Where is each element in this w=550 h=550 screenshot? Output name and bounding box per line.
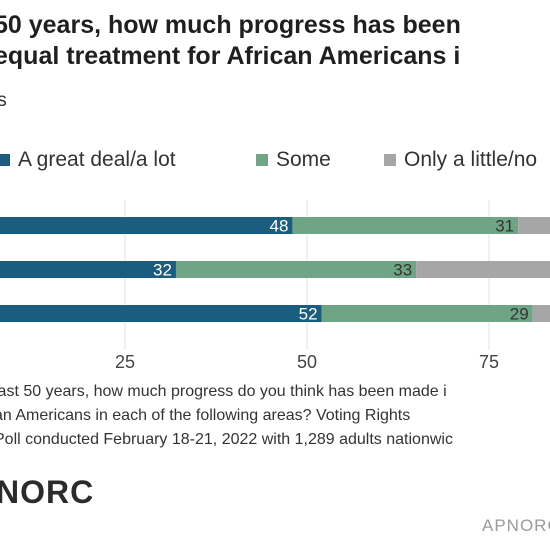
bar-row3-series2	[321, 305, 533, 322]
chart-title-line-2: equal treatment for African Americans i	[0, 42, 461, 70]
bar-row2-series3	[416, 261, 550, 278]
bar-row1-series1	[0, 217, 293, 234]
chart-subtitle: ts	[0, 90, 7, 111]
chart-title: 50 years, how much progress has been equ…	[0, 10, 550, 72]
legend-label-some: Some	[276, 148, 331, 171]
x-tick-label-75: 75	[479, 352, 499, 372]
bar-row3-series3	[532, 305, 550, 322]
chart-title-line-1: 50 years, how much progress has been	[0, 11, 461, 39]
legend-item-great-deal: A great deal/a lot	[0, 148, 176, 172]
data-label-row3-series1: 52	[299, 305, 318, 324]
footnote-line-1: last 50 years, how much progress do you …	[0, 383, 447, 400]
legend-item-some: Some	[256, 148, 331, 172]
data-label-row1-series1: 48	[270, 217, 289, 236]
x-tick-label-25: 25	[115, 352, 135, 372]
data-label-row3-series2: 29	[510, 305, 529, 324]
legend-item-little: Only a little/no	[384, 148, 537, 172]
bar-row2-series2	[175, 261, 417, 278]
chart-legend: A great deal/a lot Some Only a little/no	[0, 148, 550, 176]
footnote-line-2: an Americans in each of the following ar…	[0, 407, 411, 424]
bar-row1-series3	[518, 217, 550, 234]
watermark: APNORC	[482, 516, 550, 535]
norc-logo: NORC	[0, 474, 95, 510]
legend-label-great-deal: A great deal/a lot	[18, 148, 176, 171]
legend-swatch-some	[256, 154, 268, 166]
x-tick-label-50: 50	[297, 352, 317, 372]
bar-row3-series1	[0, 305, 322, 322]
footnote-line-3: Poll conducted February 18-21, 2022 with…	[0, 431, 453, 448]
data-label-row2-series1: 32	[153, 261, 172, 280]
legend-label-little: Only a little/no	[404, 148, 538, 171]
data-label-row2-series2: 33	[393, 261, 412, 280]
legend-swatch-little	[384, 154, 396, 166]
bar-layer	[0, 217, 550, 322]
data-label-row1-series2: 31	[495, 217, 514, 236]
legend-swatch-great-deal	[0, 154, 10, 166]
bar-row1-series2	[292, 217, 519, 234]
bar-row2-series1	[0, 261, 176, 278]
stacked-bar-chart: 48 31 32 33 52 29 25 50 75	[0, 200, 550, 372]
footnote: last 50 years, how much progress do you …	[0, 380, 453, 452]
data-label-layer: 48 31 32 33 52 29	[153, 217, 529, 324]
x-axis-ticks: 25 50 75	[115, 352, 499, 372]
